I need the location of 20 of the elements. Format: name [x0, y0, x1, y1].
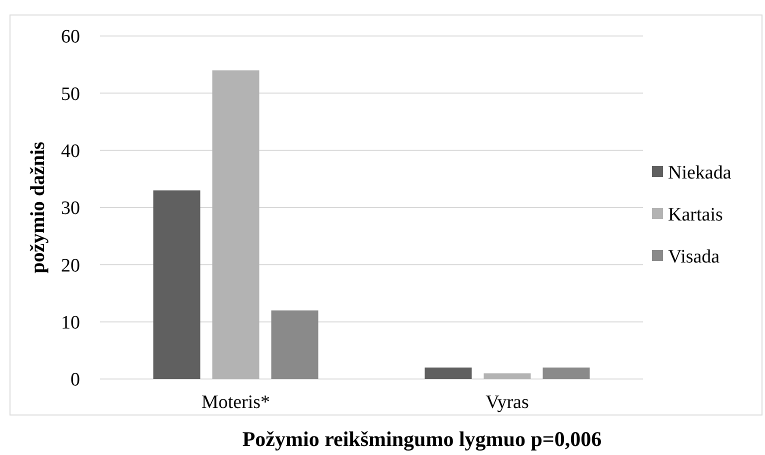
bar [484, 373, 531, 379]
bar [542, 368, 590, 379]
y-tick-label: 20 [61, 255, 80, 276]
legend-label: Niekada [668, 162, 732, 184]
y-tick-label: 0 [70, 370, 80, 391]
bar [271, 310, 318, 379]
y-tick-label: 10 [61, 312, 80, 334]
y-tick-label: 60 [61, 26, 80, 48]
x-tick-label: Moteris* [201, 392, 270, 413]
y-tick-label: 30 [61, 198, 80, 220]
legend-label: Kartais [668, 204, 723, 226]
y-axis-title: požymio dažnis [27, 141, 49, 274]
y-tick-label: 50 [61, 84, 80, 105]
bar [424, 368, 472, 379]
x-tick-label: Vyras [486, 392, 529, 413]
y-tick-label: 40 [61, 140, 80, 162]
bar [212, 70, 260, 379]
bar [153, 190, 200, 379]
x-axis-title: Požymio reikšmingumo lygmuo p=0,006 [242, 427, 602, 451]
legend-label: Visada [668, 246, 720, 268]
